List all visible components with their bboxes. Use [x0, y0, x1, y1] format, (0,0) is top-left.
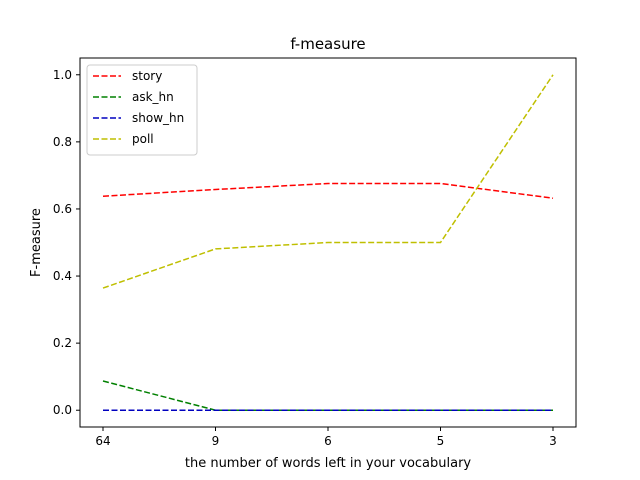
- x-tick-label: 3: [549, 434, 557, 448]
- x-axis-label: the number of words left in your vocabul…: [185, 456, 472, 471]
- y-tick-label: 0.8: [53, 135, 72, 149]
- legend-label-ask-hn: ask_hn: [132, 90, 174, 104]
- y-tick-label: 1.0: [53, 68, 72, 82]
- series-line-poll: [102, 74, 554, 289]
- legend-label-show-hn: show_hn: [132, 111, 184, 125]
- y-tick-label: 0.0: [53, 403, 72, 417]
- x-tick-label: 64: [95, 434, 110, 448]
- y-tick-label: 0.2: [53, 336, 72, 350]
- y-axis: 0.0 0.2 0.4 0.6 0.8 1.0: [53, 68, 80, 417]
- x-axis: 64 9 6 5 3: [95, 427, 557, 448]
- y-tick-label: 0.4: [53, 269, 72, 283]
- y-tick-label: 0.6: [53, 202, 72, 216]
- legend-label-poll: poll: [132, 132, 154, 146]
- legend-label-story: story: [132, 69, 162, 83]
- legend-box: [86, 64, 198, 156]
- y-axis-label: F-measure: [29, 208, 44, 277]
- x-tick-label: 5: [437, 434, 445, 448]
- x-tick-label: 6: [324, 434, 332, 448]
- series-line-story: [102, 182, 554, 199]
- series-lines: [102, 74, 554, 411]
- x-tick-label: 9: [212, 434, 220, 448]
- chart-title: f-measure: [290, 35, 365, 53]
